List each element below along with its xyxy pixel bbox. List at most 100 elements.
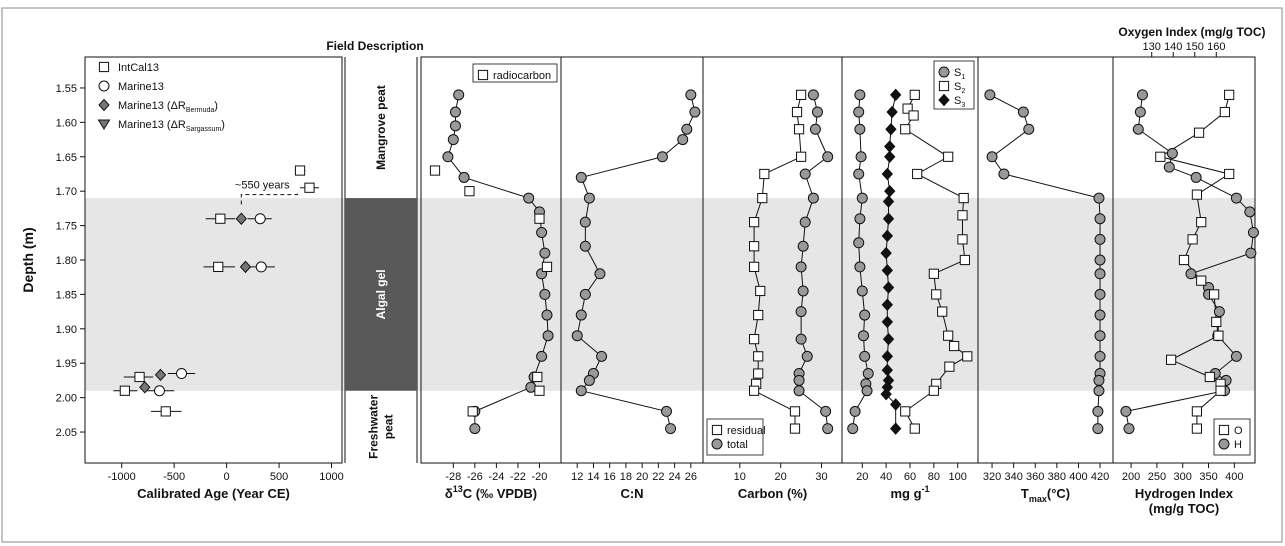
x-tick-label: 400 bbox=[1069, 471, 1087, 483]
data-point bbox=[957, 234, 968, 245]
algal-gel-block bbox=[345, 198, 417, 391]
data-point bbox=[859, 350, 871, 362]
data-point bbox=[795, 261, 807, 273]
data-point bbox=[796, 151, 807, 162]
figure-border bbox=[1, 7, 1283, 543]
data-point bbox=[579, 240, 591, 252]
x-tick-label: 60 bbox=[904, 471, 916, 483]
x-tick-label: 130 bbox=[1143, 41, 1161, 53]
data-point bbox=[822, 423, 834, 435]
x-tick-label: 26 bbox=[685, 471, 697, 483]
x-tick-label: -500 bbox=[163, 471, 185, 483]
data-point bbox=[881, 315, 894, 329]
data-point bbox=[255, 261, 267, 273]
data-point bbox=[1230, 192, 1242, 204]
data-point bbox=[1191, 406, 1203, 417]
x-tick-label: 400 bbox=[1225, 471, 1243, 483]
data-point bbox=[1093, 374, 1105, 386]
data-point bbox=[447, 134, 459, 146]
data-point bbox=[464, 186, 475, 197]
data-point bbox=[857, 330, 869, 342]
data-point bbox=[458, 171, 470, 183]
data-point bbox=[749, 334, 760, 345]
data-point bbox=[1163, 161, 1175, 173]
y-tick-label: 1.80 bbox=[56, 255, 77, 267]
field-unit-text: Mangrove peat bbox=[374, 85, 388, 170]
legend-label: O bbox=[1234, 425, 1243, 437]
x-tick-label: -1000 bbox=[108, 471, 136, 483]
data-point bbox=[1196, 217, 1207, 228]
legend-marker bbox=[98, 61, 110, 73]
label-part: mg g bbox=[890, 486, 921, 501]
data-point bbox=[534, 385, 545, 396]
data-point bbox=[943, 330, 954, 341]
data-point bbox=[880, 246, 892, 260]
data-point bbox=[881, 298, 894, 311]
annotation-label: ~550 years bbox=[235, 180, 290, 192]
data-point bbox=[862, 368, 874, 380]
data-point bbox=[890, 422, 902, 435]
data-point bbox=[1017, 106, 1029, 118]
data-point bbox=[1165, 354, 1177, 365]
data-point bbox=[1134, 106, 1146, 118]
data-point bbox=[583, 192, 595, 204]
data-point bbox=[937, 306, 948, 317]
x-tick-label: 10 bbox=[734, 471, 746, 483]
y-tick-label: 1.85 bbox=[56, 289, 77, 301]
x-tick-label: -28 bbox=[445, 471, 461, 483]
field-unit-label: Mangrove peat bbox=[374, 85, 388, 170]
data-point bbox=[885, 123, 897, 136]
x-tick-label: 1000 bbox=[319, 471, 343, 483]
x-tick-label: 16 bbox=[604, 471, 616, 483]
data-point bbox=[575, 385, 587, 397]
data-point bbox=[753, 309, 764, 321]
x-axis-label: Calibrated Age (Year CE) bbox=[137, 486, 290, 501]
data-point bbox=[759, 168, 770, 180]
algal-gel-shading bbox=[85, 198, 1255, 391]
legend-label: radiocarbon bbox=[493, 70, 551, 82]
data-point bbox=[1213, 306, 1225, 318]
data-point bbox=[859, 309, 871, 321]
data-point bbox=[1023, 123, 1035, 135]
data-point bbox=[753, 351, 764, 362]
data-point bbox=[957, 210, 968, 221]
label-script: max bbox=[1029, 494, 1047, 504]
y-tick-label: 1.75 bbox=[56, 221, 77, 233]
data-point bbox=[1196, 275, 1207, 286]
label-script: -1 bbox=[922, 484, 930, 494]
data-point bbox=[213, 261, 224, 272]
legend-marker bbox=[938, 80, 950, 92]
x-axis-label: C:N bbox=[620, 486, 643, 501]
data-point bbox=[579, 288, 591, 300]
field-unit-text: Algal gel bbox=[374, 269, 388, 319]
field-unit-text: Freshwater bbox=[367, 395, 381, 459]
data-point bbox=[525, 381, 537, 393]
data-point bbox=[1094, 268, 1106, 280]
x-tick-label: 18 bbox=[620, 471, 632, 483]
y-tick-label: 2.00 bbox=[56, 393, 77, 405]
data-point bbox=[886, 105, 898, 119]
data-point bbox=[909, 89, 920, 100]
data-point bbox=[795, 306, 807, 318]
data-point bbox=[153, 385, 165, 397]
data-point bbox=[677, 134, 689, 146]
data-point bbox=[793, 124, 805, 135]
legend-label: S2 bbox=[954, 81, 965, 95]
legend-label: S3 bbox=[954, 95, 965, 109]
data-point bbox=[931, 289, 942, 300]
data-point bbox=[139, 381, 151, 394]
data-point bbox=[998, 168, 1010, 180]
legend-marker bbox=[938, 66, 950, 78]
x-axis-label: δ13C (‰ VPDB) bbox=[445, 484, 537, 501]
data-point bbox=[1211, 316, 1222, 328]
x-tick-label: 20 bbox=[775, 471, 787, 483]
data-point bbox=[1132, 123, 1144, 135]
label-part: T bbox=[1021, 486, 1029, 501]
data-point bbox=[1094, 330, 1106, 342]
legend-marker bbox=[1218, 424, 1230, 436]
data-point bbox=[239, 260, 252, 274]
data-point bbox=[449, 106, 461, 118]
x-tick-label: -24 bbox=[488, 471, 504, 483]
